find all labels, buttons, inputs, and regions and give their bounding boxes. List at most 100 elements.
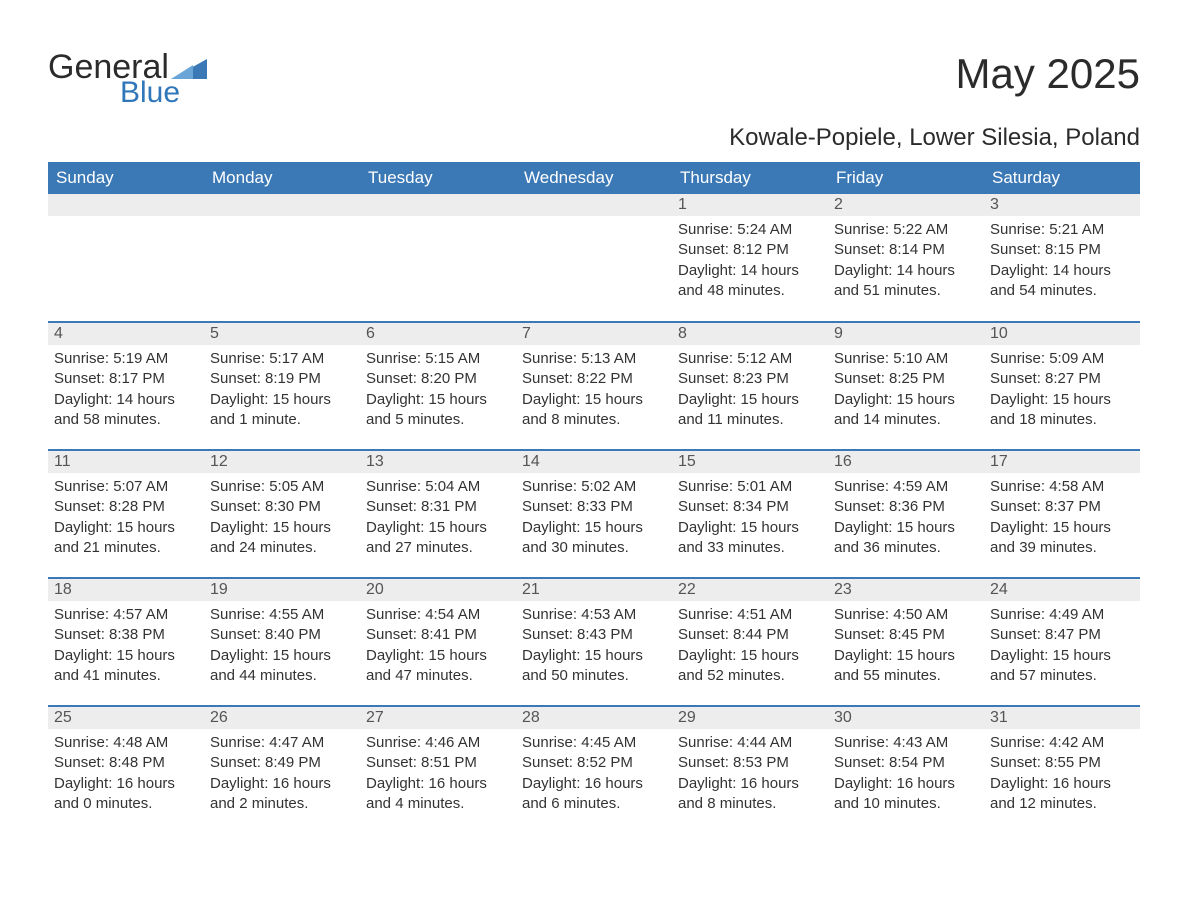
sunset-text: Sunset: 8:19 PM <box>210 369 354 389</box>
header: General Blue May 2025 <box>48 50 1140 108</box>
sunrise-text: Sunrise: 4:53 AM <box>522 605 666 625</box>
day-body: Sunrise: 5:10 AMSunset: 8:25 PMDaylight:… <box>828 345 984 434</box>
sunrise-text: Sunrise: 4:45 AM <box>522 733 666 753</box>
day-number: 12 <box>204 451 360 473</box>
calendar-cell: 23Sunrise: 4:50 AMSunset: 8:45 PMDayligh… <box>828 578 984 706</box>
sunset-text: Sunset: 8:31 PM <box>366 497 510 517</box>
calendar-cell <box>204 194 360 322</box>
day-number: 3 <box>984 194 1140 216</box>
day-body: Sunrise: 4:45 AMSunset: 8:52 PMDaylight:… <box>516 729 672 818</box>
sunset-text: Sunset: 8:49 PM <box>210 753 354 773</box>
day-body: Sunrise: 5:01 AMSunset: 8:34 PMDaylight:… <box>672 473 828 562</box>
sunrise-text: Sunrise: 4:47 AM <box>210 733 354 753</box>
day-number: 31 <box>984 707 1140 729</box>
day-number <box>516 194 672 216</box>
daylight1-text: Daylight: 16 hours <box>834 774 978 794</box>
day-body: Sunrise: 4:42 AMSunset: 8:55 PMDaylight:… <box>984 729 1140 818</box>
day-number: 26 <box>204 707 360 729</box>
calendar-cell: 22Sunrise: 4:51 AMSunset: 8:44 PMDayligh… <box>672 578 828 706</box>
day-number: 16 <box>828 451 984 473</box>
daylight2-text: and 54 minutes. <box>990 281 1134 301</box>
sunrise-text: Sunrise: 4:50 AM <box>834 605 978 625</box>
sunset-text: Sunset: 8:34 PM <box>678 497 822 517</box>
calendar-cell <box>516 194 672 322</box>
calendar-cell: 29Sunrise: 4:44 AMSunset: 8:53 PMDayligh… <box>672 706 828 834</box>
day-body: Sunrise: 5:17 AMSunset: 8:19 PMDaylight:… <box>204 345 360 434</box>
daylight1-text: Daylight: 15 hours <box>366 518 510 538</box>
day-body: Sunrise: 4:43 AMSunset: 8:54 PMDaylight:… <box>828 729 984 818</box>
day-number: 23 <box>828 579 984 601</box>
daylight2-text: and 39 minutes. <box>990 538 1134 558</box>
sunrise-text: Sunrise: 5:24 AM <box>678 220 822 240</box>
day-number: 20 <box>360 579 516 601</box>
calendar-cell: 27Sunrise: 4:46 AMSunset: 8:51 PMDayligh… <box>360 706 516 834</box>
daylight1-text: Daylight: 16 hours <box>522 774 666 794</box>
daylight2-text: and 12 minutes. <box>990 794 1134 814</box>
day-number: 4 <box>48 323 204 345</box>
sunrise-text: Sunrise: 5:22 AM <box>834 220 978 240</box>
sunrise-text: Sunrise: 5:17 AM <box>210 349 354 369</box>
day-number: 10 <box>984 323 1140 345</box>
day-body: Sunrise: 5:22 AMSunset: 8:14 PMDaylight:… <box>828 216 984 305</box>
sunset-text: Sunset: 8:17 PM <box>54 369 198 389</box>
daylight1-text: Daylight: 15 hours <box>678 518 822 538</box>
sunrise-text: Sunrise: 5:13 AM <box>522 349 666 369</box>
sunrise-text: Sunrise: 5:05 AM <box>210 477 354 497</box>
daylight1-text: Daylight: 15 hours <box>522 390 666 410</box>
page-title: May 2025 <box>956 50 1140 98</box>
daylight1-text: Daylight: 16 hours <box>366 774 510 794</box>
calendar-cell: 9Sunrise: 5:10 AMSunset: 8:25 PMDaylight… <box>828 322 984 450</box>
col-header: Saturday <box>984 162 1140 194</box>
col-header: Sunday <box>48 162 204 194</box>
sunset-text: Sunset: 8:51 PM <box>366 753 510 773</box>
daylight1-text: Daylight: 14 hours <box>990 261 1134 281</box>
daylight1-text: Daylight: 15 hours <box>366 390 510 410</box>
sunrise-text: Sunrise: 4:49 AM <box>990 605 1134 625</box>
day-body: Sunrise: 4:51 AMSunset: 8:44 PMDaylight:… <box>672 601 828 690</box>
sunrise-text: Sunrise: 5:04 AM <box>366 477 510 497</box>
sunrise-text: Sunrise: 5:21 AM <box>990 220 1134 240</box>
sunset-text: Sunset: 8:15 PM <box>990 240 1134 260</box>
daylight1-text: Daylight: 15 hours <box>678 646 822 666</box>
sunrise-text: Sunrise: 4:59 AM <box>834 477 978 497</box>
daylight2-text: and 24 minutes. <box>210 538 354 558</box>
day-body: Sunrise: 4:53 AMSunset: 8:43 PMDaylight:… <box>516 601 672 690</box>
day-number <box>48 194 204 216</box>
calendar-cell <box>360 194 516 322</box>
daylight2-text: and 2 minutes. <box>210 794 354 814</box>
day-number: 18 <box>48 579 204 601</box>
calendar-cell: 1Sunrise: 5:24 AMSunset: 8:12 PMDaylight… <box>672 194 828 322</box>
sunrise-text: Sunrise: 4:46 AM <box>366 733 510 753</box>
sunrise-text: Sunrise: 5:15 AM <box>366 349 510 369</box>
daylight2-text: and 30 minutes. <box>522 538 666 558</box>
daylight1-text: Daylight: 16 hours <box>54 774 198 794</box>
daylight1-text: Daylight: 16 hours <box>678 774 822 794</box>
daylight2-text: and 44 minutes. <box>210 666 354 686</box>
sunset-text: Sunset: 8:20 PM <box>366 369 510 389</box>
col-header: Friday <box>828 162 984 194</box>
sunset-text: Sunset: 8:45 PM <box>834 625 978 645</box>
daylight1-text: Daylight: 14 hours <box>54 390 198 410</box>
daylight2-text: and 47 minutes. <box>366 666 510 686</box>
daylight1-text: Daylight: 15 hours <box>210 518 354 538</box>
day-number: 28 <box>516 707 672 729</box>
sunset-text: Sunset: 8:53 PM <box>678 753 822 773</box>
day-number: 2 <box>828 194 984 216</box>
daylight2-text: and 52 minutes. <box>678 666 822 686</box>
col-header: Thursday <box>672 162 828 194</box>
calendar-cell: 5Sunrise: 5:17 AMSunset: 8:19 PMDaylight… <box>204 322 360 450</box>
day-body: Sunrise: 5:04 AMSunset: 8:31 PMDaylight:… <box>360 473 516 562</box>
calendar-cell: 7Sunrise: 5:13 AMSunset: 8:22 PMDaylight… <box>516 322 672 450</box>
sail-icon <box>171 55 207 79</box>
day-body: Sunrise: 5:13 AMSunset: 8:22 PMDaylight:… <box>516 345 672 434</box>
daylight1-text: Daylight: 15 hours <box>54 518 198 538</box>
sunset-text: Sunset: 8:37 PM <box>990 497 1134 517</box>
calendar-cell: 26Sunrise: 4:47 AMSunset: 8:49 PMDayligh… <box>204 706 360 834</box>
day-body: Sunrise: 5:07 AMSunset: 8:28 PMDaylight:… <box>48 473 204 562</box>
brand-logo: General Blue <box>48 50 207 108</box>
day-number: 21 <box>516 579 672 601</box>
daylight1-text: Daylight: 15 hours <box>990 390 1134 410</box>
sunset-text: Sunset: 8:41 PM <box>366 625 510 645</box>
sunrise-text: Sunrise: 4:42 AM <box>990 733 1134 753</box>
sunrise-text: Sunrise: 5:01 AM <box>678 477 822 497</box>
